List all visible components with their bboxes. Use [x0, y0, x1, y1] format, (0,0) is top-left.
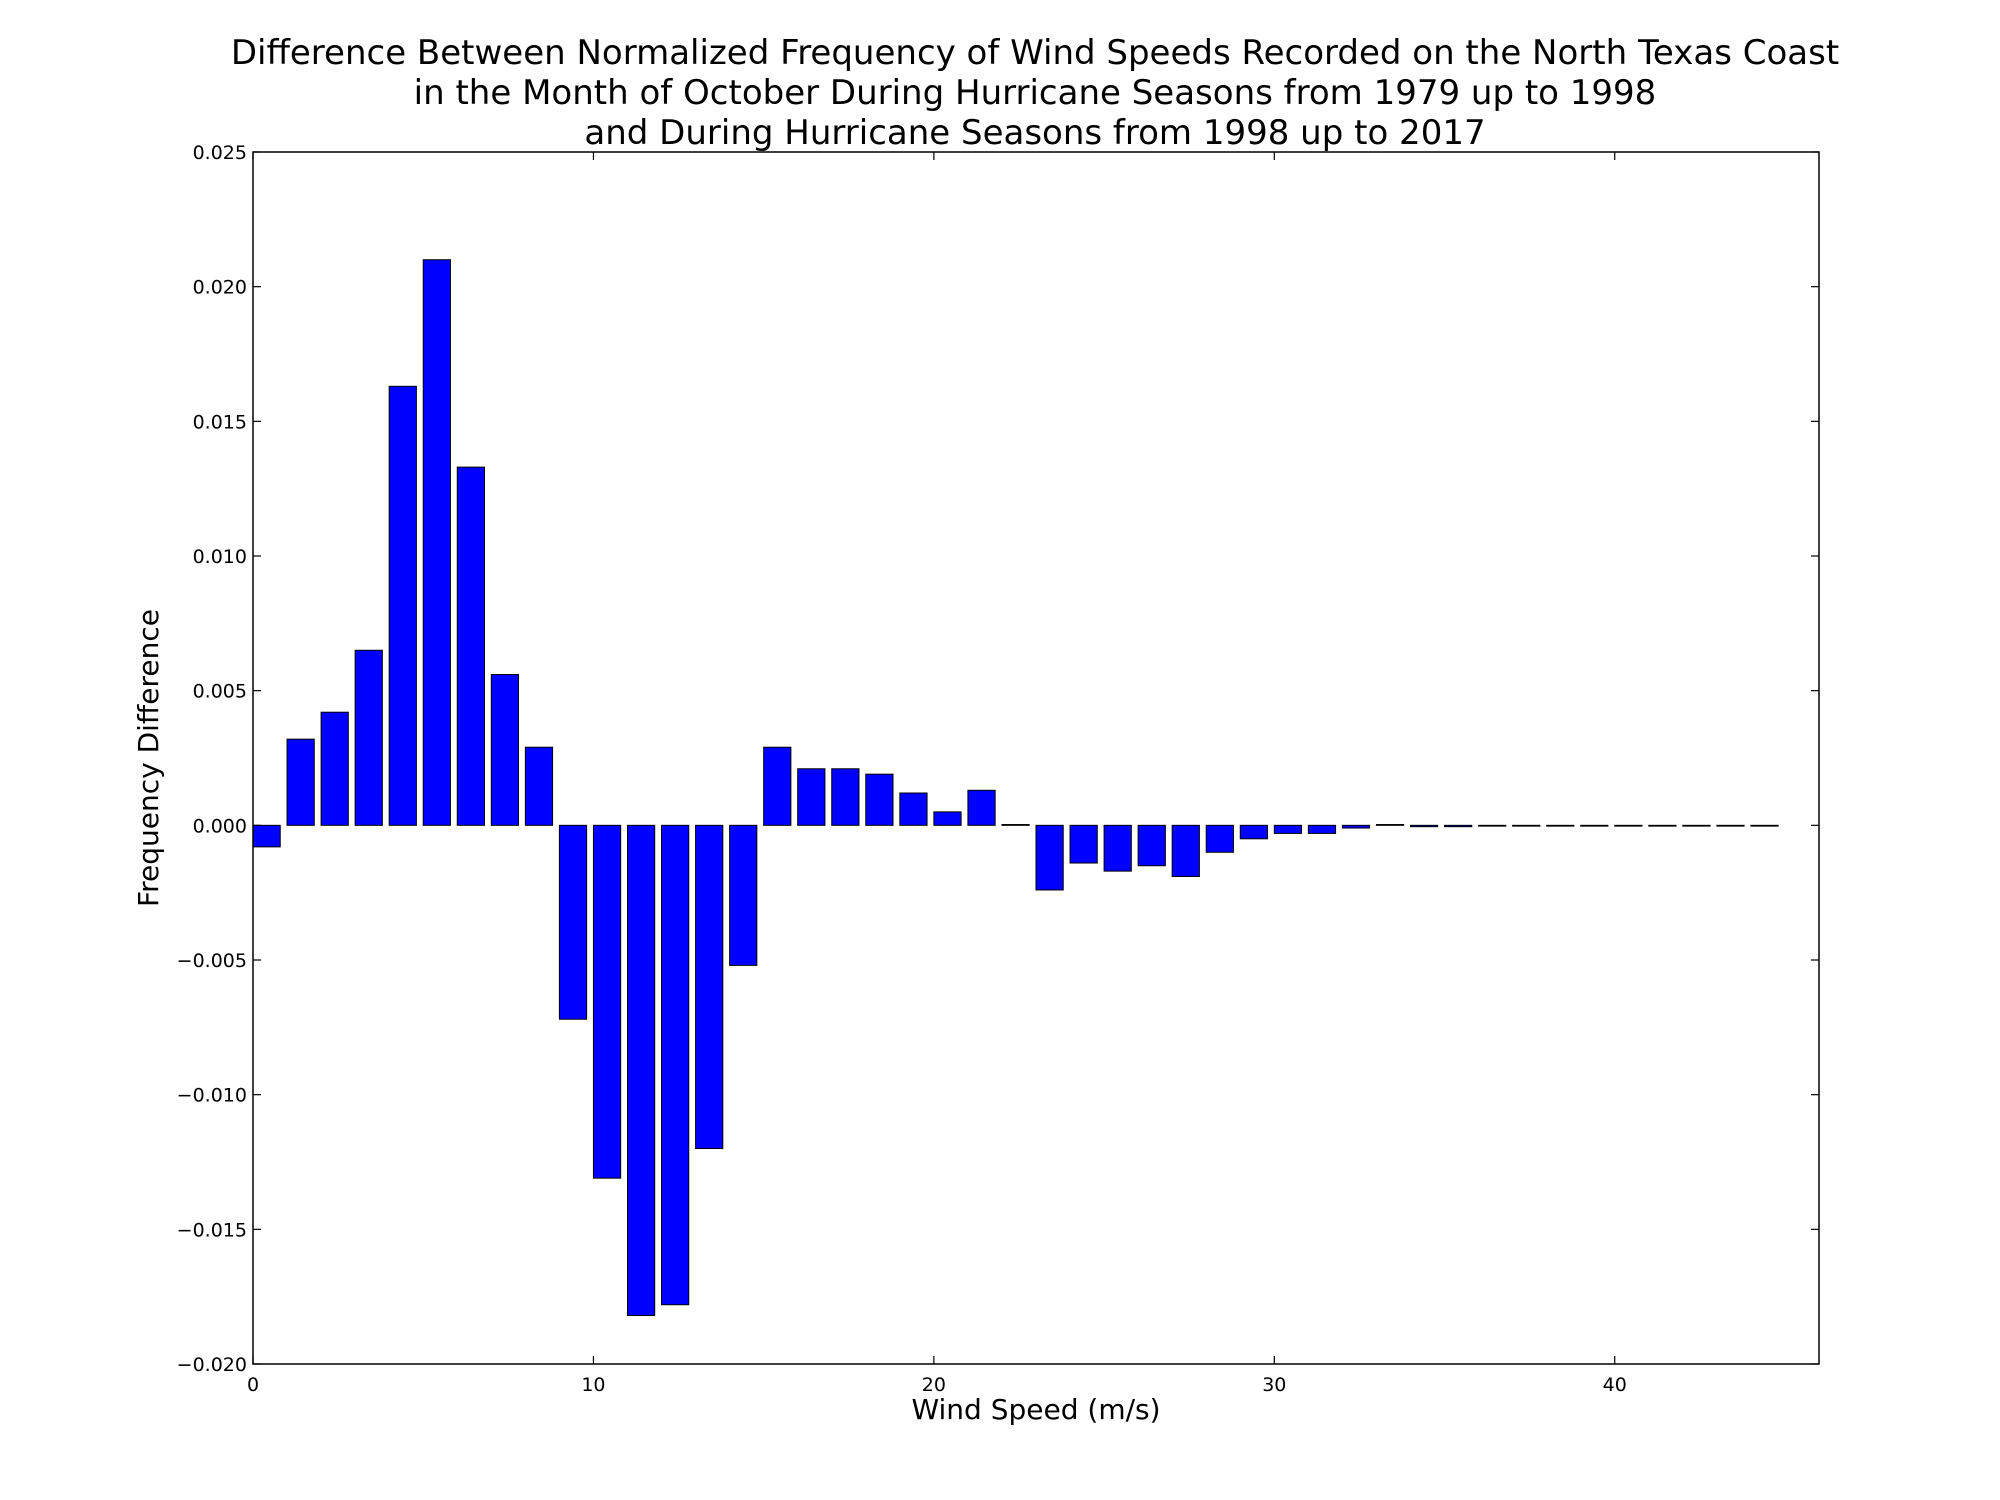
bar-19 [899, 792, 928, 826]
bar-3 [354, 649, 383, 826]
bar-28 [1205, 824, 1234, 853]
bar-44 [1750, 824, 1779, 827]
bar-24 [1069, 824, 1098, 864]
bar-38 [1546, 824, 1575, 827]
bar-37 [1512, 824, 1541, 827]
bar-30 [1273, 824, 1303, 834]
y-tick-label-9: 0.025 [193, 142, 247, 164]
bar-5 [422, 259, 451, 826]
bar-6 [456, 466, 485, 826]
bar-34 [1409, 824, 1439, 828]
y-tick-label-4: 0.000 [193, 815, 247, 837]
bar-16 [797, 768, 826, 826]
bar-20 [933, 811, 962, 826]
bar-15 [763, 746, 792, 826]
bar-26 [1137, 824, 1166, 867]
y-tick-label-7: 0.015 [193, 411, 247, 433]
x-tick-label-10: 10 [581, 1374, 605, 1396]
bar-17 [831, 768, 860, 826]
bar-31 [1307, 824, 1337, 834]
bar-12 [661, 824, 690, 1306]
chart-title-line-3: and During Hurricane Seasons from 1998 u… [584, 113, 1485, 153]
bar-41 [1648, 824, 1677, 827]
x-tick-label-40: 40 [1603, 1374, 1627, 1396]
y-tick-label-0: −0.020 [177, 1354, 247, 1376]
x-axis-ticks: 0 10 20 30 40 [247, 152, 1627, 1396]
bar-39 [1580, 824, 1609, 827]
bar-40 [1614, 824, 1643, 827]
bar-9 [558, 824, 588, 1020]
y-axis-label: Frequency Difference [132, 609, 165, 907]
bar-2 [320, 711, 349, 826]
bar-13 [695, 824, 724, 1150]
y-tick-label-1: −0.015 [177, 1219, 247, 1241]
bar-8 [524, 746, 554, 826]
bar-21 [967, 789, 996, 826]
bar-23 [1035, 824, 1064, 891]
x-axis-label: Wind Speed (m/s) [911, 1393, 1160, 1426]
bar-11 [626, 824, 656, 1317]
bar-36 [1478, 824, 1507, 827]
bar-32 [1341, 824, 1371, 829]
y-tick-label-3: −0.005 [177, 950, 247, 972]
bar-33 [1375, 824, 1405, 826]
chart-title-line-2: in the Month of October During Hurricane… [414, 73, 1657, 113]
bar-4 [388, 385, 417, 826]
bar-series [252, 259, 1779, 1317]
bar-14 [729, 824, 758, 966]
x-tick-label-0: 0 [247, 1374, 259, 1396]
bar-0 [252, 824, 281, 848]
bar-27 [1171, 824, 1200, 878]
bar-1 [286, 738, 315, 826]
plot-area-frame [252, 151, 1820, 1365]
x-tick-label-30: 30 [1262, 1374, 1286, 1396]
y-tick-label-5: 0.005 [193, 681, 247, 703]
chart-title-line-1: Difference Between Normalized Frequency … [231, 33, 1839, 73]
bar-29 [1239, 824, 1268, 840]
bar-43 [1716, 824, 1745, 827]
y-tick-label-8: 0.020 [193, 277, 247, 299]
y-axis-ticks: −0.020 −0.015 −0.010 −0.005 0.000 0.005 0.010 0… [177, 142, 1819, 1376]
chart-title: Difference Between Normalized Frequency … [231, 33, 1839, 153]
bar-42 [1682, 824, 1711, 827]
y-tick-label-6: 0.010 [193, 546, 247, 568]
bar-25 [1103, 824, 1132, 872]
bar-10 [592, 824, 622, 1179]
x-tick-label-20: 20 [922, 1374, 946, 1396]
bar-18 [865, 773, 894, 826]
y-tick-label-2: −0.010 [177, 1085, 247, 1107]
bar-35 [1444, 824, 1473, 828]
bar-7 [490, 674, 520, 826]
bar-22 [1001, 824, 1030, 826]
